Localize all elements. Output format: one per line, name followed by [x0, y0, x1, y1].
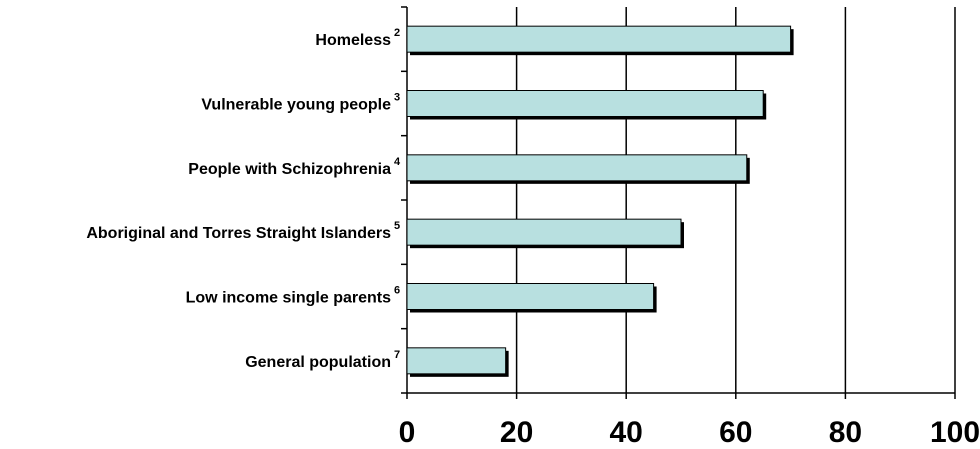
x-tick-labels: 0 20 40 60 80 100 [399, 416, 980, 449]
category-label: People with Schizophrenia [188, 161, 391, 178]
category-label: Homeless [315, 32, 391, 49]
x-tick-label: 20 [500, 416, 533, 449]
bar [406, 25, 792, 53]
x-tick-label: 0 [399, 416, 416, 449]
bar [406, 218, 682, 246]
bar [406, 154, 748, 182]
footnote-marker: 5 [394, 220, 400, 232]
footnote-marker: 7 [394, 349, 400, 361]
x-tick-label: 80 [829, 416, 862, 449]
x-tick-label: 40 [610, 416, 643, 449]
category-label: Vulnerable young people [201, 97, 391, 114]
bar [406, 90, 764, 117]
x-tick-label: 60 [719, 416, 752, 449]
category-label: Low income single parents [186, 290, 391, 307]
category-label: Aboriginal and Torres Straight Islanders [86, 225, 391, 242]
footnote-marker: 2 [394, 27, 400, 39]
bar [406, 347, 507, 375]
bars [406, 25, 794, 377]
footnote-marker: 4 [394, 156, 401, 168]
bar [406, 283, 655, 310]
x-tick-label: 100 [930, 416, 980, 449]
grid-lines [515, 7, 956, 393]
axes [401, 6, 956, 399]
category-labels: Homeless 2 Vulnerable young people 3 People … [86, 27, 401, 371]
footnote-marker: 3 [394, 92, 400, 104]
footnote-marker: 6 [394, 285, 400, 297]
category-label: General population [245, 354, 391, 371]
